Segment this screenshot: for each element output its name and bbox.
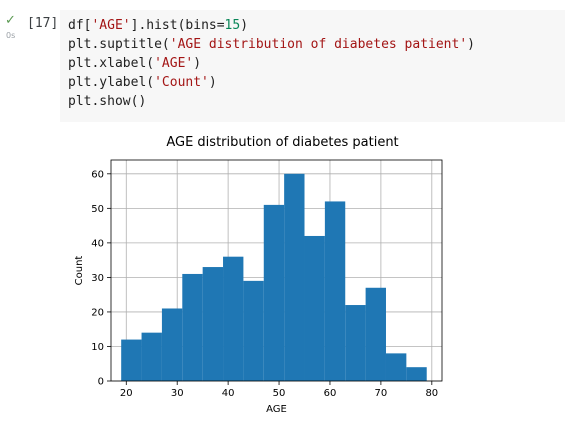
histogram-bar: [263, 204, 285, 381]
cell-gutter: ✓ 0s: [0, 0, 22, 120]
execution-time: 0s: [6, 31, 16, 40]
x-tick-label: 20: [120, 388, 133, 399]
histogram-bar: [182, 273, 203, 381]
y-tick-label: 0: [98, 377, 104, 388]
y-tick-label: 50: [91, 204, 104, 215]
histogram-bar: [223, 256, 244, 381]
histogram-bar: [284, 173, 305, 381]
x-tick-label: 30: [171, 388, 184, 399]
histogram-bar: [304, 235, 325, 381]
histogram-bar: [243, 280, 264, 381]
y-tick-label: 60: [91, 169, 104, 180]
check-icon[interactable]: ✓: [5, 13, 16, 28]
histogram-bar: [406, 367, 427, 381]
x-tick-label: 70: [375, 388, 388, 399]
y-tick-label: 10: [91, 342, 104, 353]
y-tick-label: 20: [91, 307, 104, 318]
histogram-bar: [385, 353, 407, 381]
histogram-bar: [161, 308, 183, 381]
code-line: plt.ylabel('Count'): [68, 75, 217, 90]
plot-frame: [110, 159, 443, 382]
code-cell[interactable]: df['AGE'].hist(bins=15) plt.suptitle('AGE…: [60, 10, 565, 122]
histogram-bar: [345, 305, 366, 381]
histogram-bar: [324, 201, 346, 381]
code-line: plt.suptitle('AGE distribution of diabet…: [68, 37, 475, 52]
histogram-bar: [121, 339, 142, 381]
x-tick-label: 40: [222, 388, 235, 399]
cell-output: AGE distribution of diabetes patient 20 30…: [60, 122, 565, 427]
x-tick-label: 50: [273, 388, 286, 399]
code-line: plt.show(): [68, 94, 147, 109]
x-tick-label: 80: [425, 388, 438, 399]
y-axis-label: Count: [74, 256, 85, 286]
code-editor[interactable]: df['AGE'].hist(bins=15) plt.suptitle('AGE…: [68, 16, 475, 111]
histogram-chart: AGE distribution of diabetes patient 20 30…: [74, 135, 443, 415]
code-line: plt.xlabel('AGE'): [68, 56, 202, 71]
histogram-bar: [141, 332, 162, 381]
y-tick-label: 30: [91, 273, 104, 284]
execution-count: [17]: [27, 16, 59, 31]
histogram-bar: [202, 267, 224, 381]
y-tick-label: 40: [91, 238, 104, 249]
x-axis-label: AGE: [266, 404, 287, 415]
x-tick-label: 60: [324, 388, 337, 399]
chart-title: AGE distribution of diabetes patient: [166, 135, 398, 150]
histogram-bar: [365, 287, 386, 381]
code-line: df['AGE'].hist(bins=15): [68, 18, 249, 33]
